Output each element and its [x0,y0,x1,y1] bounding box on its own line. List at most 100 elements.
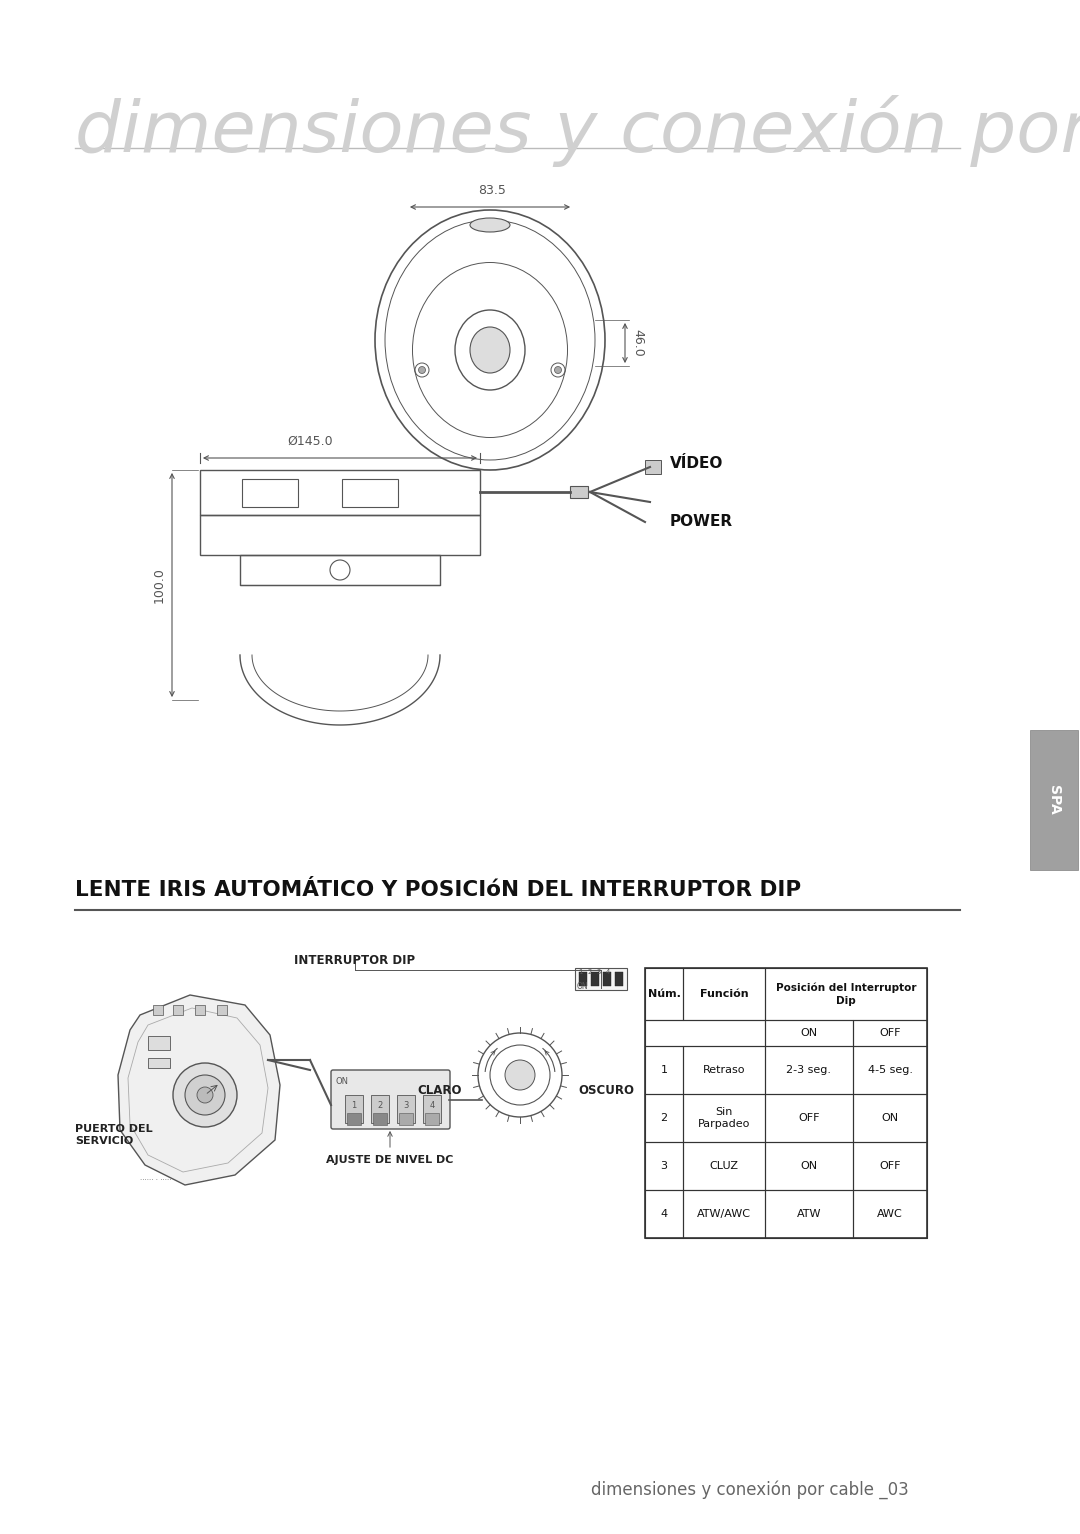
Text: AWC: AWC [877,1209,903,1220]
Polygon shape [118,996,280,1184]
Bar [683,1046,765,1094]
Bar [591,973,599,986]
Text: ON: ON [800,1028,818,1039]
Text: ATW/AWC: ATW/AWC [697,1209,751,1220]
Text: 1: 1 [661,1065,667,1075]
Bar [683,1190,765,1238]
Bar [195,1005,205,1016]
Text: PUERTO DEL
SERVICIO: PUERTO DEL SERVICIO [75,1124,152,1146]
Bar [765,1094,853,1141]
Circle shape [185,1075,225,1115]
Text: AJUSTE DE NIVEL DC: AJUSTE DE NIVEL DC [326,1155,454,1164]
Text: OFF: OFF [879,1161,901,1170]
Bar [217,1005,227,1016]
Bar [342,479,399,508]
Text: VÍDEO: VÍDEO [670,457,724,471]
Text: dimensiones y conexión por cable _03: dimensiones y conexión por cable _03 [591,1480,909,1499]
Text: ...... . .....: ...... . ..... [140,1175,172,1181]
Bar [603,973,611,986]
Bar [765,1190,853,1238]
Text: Retraso: Retraso [703,1065,745,1075]
Bar [683,1141,765,1190]
Bar [240,555,440,584]
Text: OFF: OFF [879,1028,901,1039]
Text: 4-5 seg.: 4-5 seg. [867,1065,913,1075]
Text: Núm.: Núm. [648,989,680,999]
Bar [645,1094,683,1141]
Bar [575,968,627,989]
FancyBboxPatch shape [330,1071,450,1129]
Bar [765,968,927,1020]
Text: 1: 1 [351,1100,356,1109]
Bar [423,1095,441,1123]
Text: 83.5: 83.5 [478,184,505,196]
Bar [765,1046,853,1094]
Text: 1  2  3  4: 1 2 3 4 [579,969,610,976]
Text: Ø145.0: Ø145.0 [287,436,333,448]
Bar [579,973,588,986]
Circle shape [505,1060,535,1091]
Circle shape [554,367,562,373]
Text: dimensiones y conexión por cable: dimensiones y conexión por cable [75,95,1080,167]
Text: OFF: OFF [798,1114,820,1123]
Text: 3: 3 [661,1161,667,1170]
Circle shape [173,1063,237,1127]
Text: 4: 4 [430,1100,434,1109]
Bar [200,469,480,515]
Bar [645,1020,765,1046]
Circle shape [419,367,426,373]
Text: Función: Función [700,989,748,999]
Text: Posición del Interruptor
Dip: Posición del Interruptor Dip [775,982,916,1006]
Text: POWER: POWER [670,514,733,529]
Bar [426,1114,438,1124]
Text: ON: ON [577,982,589,991]
Circle shape [197,1088,213,1103]
Text: LENTE IRIS AUTOMÁTICO Y POSICIóN DEL INTERRUPTOR DIP: LENTE IRIS AUTOMÁTICO Y POSICIóN DEL INT… [75,881,801,900]
Bar [645,968,927,1238]
Bar [570,486,588,499]
Text: CLUZ: CLUZ [710,1161,739,1170]
Bar [372,1095,389,1123]
Bar [645,1190,683,1238]
Text: 2: 2 [661,1114,667,1123]
Bar [645,1141,683,1190]
Bar [615,973,623,986]
Bar [242,479,298,508]
Text: ON: ON [881,1114,899,1123]
Bar [373,1114,387,1124]
Bar [765,1141,853,1190]
Bar [765,1020,853,1046]
Bar [853,1094,927,1141]
Bar [853,1190,927,1238]
Bar [148,1035,170,1049]
Bar [683,1094,765,1141]
Text: ON: ON [800,1161,818,1170]
Text: 4: 4 [661,1209,667,1220]
Text: 3: 3 [403,1100,408,1109]
Bar [173,1005,183,1016]
Bar [397,1095,415,1123]
Bar [153,1005,163,1016]
Text: INTERRUPTOR DIP: INTERRUPTOR DIP [295,954,416,966]
Text: 100.0: 100.0 [153,568,166,603]
Text: 2-3 seg.: 2-3 seg. [786,1065,832,1075]
Text: SPA: SPA [1047,785,1061,815]
Text: 46.0: 46.0 [631,330,644,357]
Bar [200,515,480,555]
Bar [853,1046,927,1094]
Bar [345,1095,363,1123]
Ellipse shape [470,218,510,232]
Bar [399,1114,413,1124]
Text: OSCURO: OSCURO [578,1083,634,1097]
Bar [853,1020,927,1046]
Bar [645,460,661,474]
Bar [853,1141,927,1190]
Bar [148,1058,170,1068]
Bar [683,968,765,1020]
Bar [645,968,683,1020]
Text: ATW: ATW [797,1209,821,1220]
Bar [645,1046,683,1094]
Bar [1030,730,1078,870]
Text: Sin
Parpadeo: Sin Parpadeo [698,1108,751,1129]
Bar [347,1114,361,1124]
